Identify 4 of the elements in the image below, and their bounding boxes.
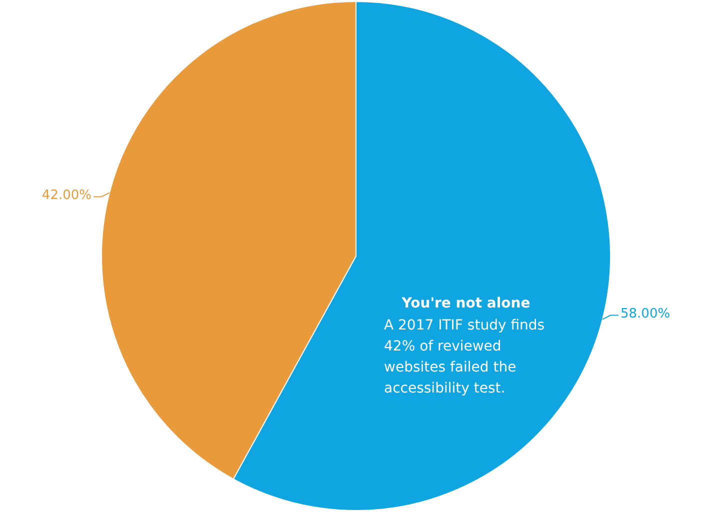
text: You're not alone <box>400 296 530 312</box>
text: A 2017 ITIF study finds 42% of reviewed websites failed the accessibility test. <box>384 318 545 397</box>
data-label: 58.00% <box>620 306 670 322</box>
data-label: 42.00% <box>42 188 92 204</box>
